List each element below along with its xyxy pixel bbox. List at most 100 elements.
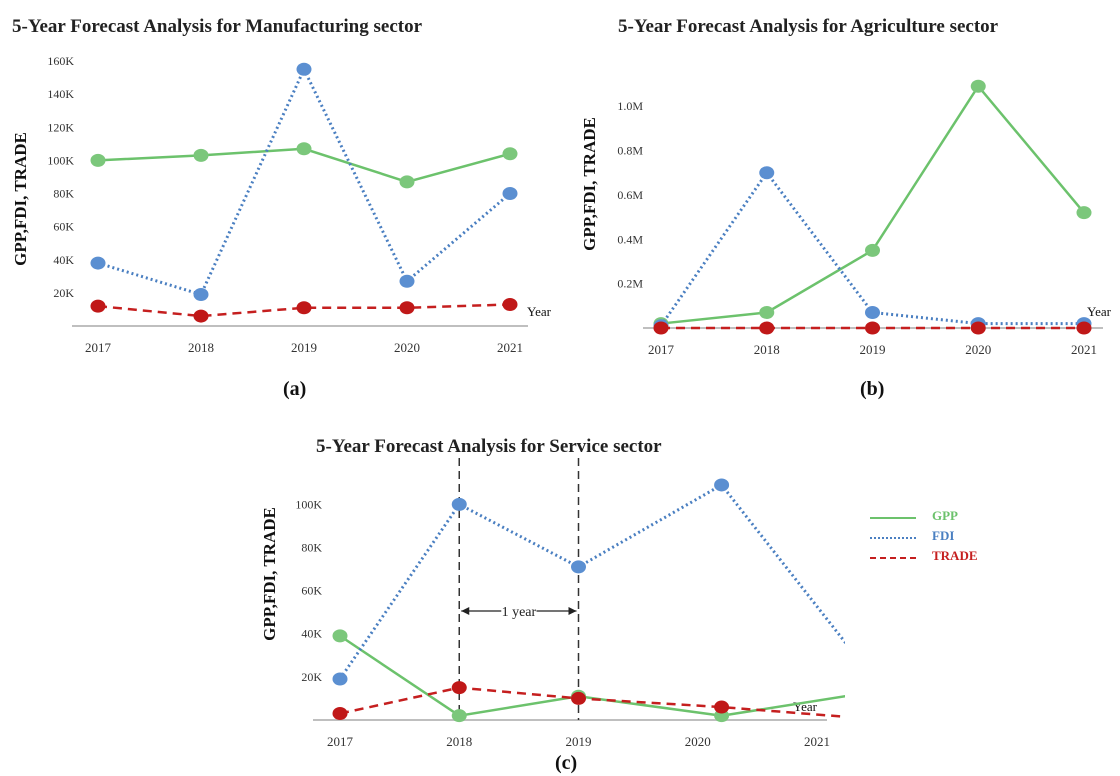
chart-c-series-gpp-point — [332, 629, 348, 643]
chart-b-series-gpp-point — [759, 305, 775, 319]
chart-b-series-fdi-point — [865, 305, 880, 319]
chart-c-series-trade-point — [451, 681, 467, 695]
chart-a-series-gpp-point — [296, 142, 312, 156]
chart-b-y-tick-label: 0.8M — [617, 144, 643, 158]
chart-c-x-tick-label: 2019 — [566, 734, 592, 749]
chart-c-y-tick-label: 100K — [295, 497, 322, 511]
chart-c-y-tick-label: 60K — [301, 584, 322, 598]
chart-a-y-tick-label: 160K — [47, 54, 74, 68]
chart-a-x-tick-label: 2020 — [394, 340, 420, 355]
chart-b-series-trade-point — [653, 321, 669, 335]
chart-a-y-tick-label: 60K — [53, 220, 74, 234]
chart-c-y-axis-title: GPP,FDI, TRADE — [260, 507, 279, 641]
chart-b-y-tick-label: 1.0M — [617, 99, 643, 113]
chart-c-series-fdi-point — [714, 478, 730, 492]
chart-a-y-axis-title: GPP,FDI, TRADE — [11, 132, 30, 266]
legend-item-fdi: FDI — [870, 528, 1010, 546]
chart-a-series-trade-point — [296, 301, 312, 315]
chart-b-x-tick-label: 2017 — [648, 342, 675, 357]
chart-b-series-gpp-point — [865, 243, 880, 257]
chart-b-series-trade-point — [759, 321, 775, 335]
chart-c-x-tick-label: 2017 — [327, 734, 354, 749]
legend-item-trade: TRADE — [870, 548, 1010, 566]
chart-a-y-tick-label: 120K — [47, 120, 74, 134]
chart-a-x-tick-label: 2019 — [291, 340, 317, 355]
chart-b-x-tick-label: 2018 — [754, 342, 780, 357]
chart-c-series-trade-line — [339, 686, 845, 719]
chart-a-title: 5-Year Forecast Analysis for Manufacturi… — [12, 16, 423, 37]
chart-c-series-gpp-point — [451, 709, 467, 723]
chart-a-x-tick-label: 2017 — [85, 340, 112, 355]
chart-a-y-tick-label: 20K — [53, 286, 74, 300]
chart-a-series-gpp-point — [193, 148, 209, 162]
legend-label-fdi: FDI — [932, 528, 955, 543]
legend-label-trade: TRADE — [932, 548, 978, 563]
chart-c-interval-label: 1 year — [502, 605, 537, 620]
chart-a-series-trade-point — [90, 299, 106, 313]
chart-b-series-trade-point — [970, 321, 986, 335]
chart-a-series-fdi-point — [399, 274, 415, 288]
chart-a-y-tick-label: 100K — [47, 153, 74, 167]
chart-a-series-gpp-point — [399, 175, 415, 189]
legend-swatch-fdi — [870, 537, 916, 539]
chart-a-series-fdi-point — [502, 187, 518, 200]
chart-c-arrowhead-right — [568, 607, 577, 615]
chart-c-series-fdi-line — [338, 482, 845, 680]
chart-c-y-tick-label: 40K — [301, 627, 322, 641]
chart-c-x-tick-label: 2021 — [804, 734, 830, 749]
chart-a-plot: 20K 40K 60K 80K 100K 120K 140K 160K 2017 2018 2019… — [11, 54, 552, 355]
chart-a-x-tick-label: 2018 — [188, 340, 214, 355]
chart-a-series-fdi-line — [97, 65, 511, 297]
chart-a-y-tick-label: 140K — [47, 87, 74, 101]
chart-c-series-trade-point — [571, 691, 586, 705]
chart-b-x-tick-label: 2019 — [860, 342, 886, 357]
chart-a-series-trade-point — [399, 301, 415, 315]
chart-a-series-gpp-point — [502, 147, 518, 161]
chart-a-series-trade-point — [502, 297, 518, 311]
chart-c-title: 5-Year Forecast Analysis for Service sec… — [316, 436, 662, 457]
legend-item-gpp: GPP — [870, 508, 1010, 526]
chart-c-y-tick-label: 20K — [301, 670, 322, 684]
legend-swatch-trade — [870, 557, 916, 559]
chart-b-plot: 0.2M 0.4M 0.6M 0.8M 1.0M 2017 2018 2019 2020 2021… — [580, 79, 1112, 357]
chart-b-series-gpp-line — [660, 84, 1085, 325]
chart-c-x-tick-label: 2018 — [446, 734, 472, 749]
chart-a-y-tick-label: 40K — [53, 253, 74, 267]
chart-c-arrowhead-left — [461, 607, 470, 615]
chart-b-x-axis-title: Year — [1087, 304, 1112, 319]
chart-b-y-tick-label: 0.6M — [617, 188, 643, 202]
chart-b-y-tick-label: 0.2M — [617, 277, 643, 291]
chart-c-y-tick-label: 80K — [301, 540, 322, 554]
chart-c-series-fdi-point — [332, 672, 348, 686]
chart-b-x-tick-label: 2020 — [965, 342, 991, 357]
chart-b-series-trade-point — [1076, 321, 1092, 335]
chart-a-x-tick-label: 2021 — [497, 340, 523, 355]
legend-label-gpp: GPP — [932, 508, 958, 523]
chart-a-series-gpp-point — [90, 153, 106, 167]
chart-a-x-axis-title: Year — [527, 304, 552, 319]
chart-a-series-fdi-point — [193, 288, 209, 302]
chart-a-caption: (a) — [283, 378, 307, 400]
chart-c-series-fdi-point — [571, 560, 586, 574]
chart-a-series-fdi-point — [90, 256, 106, 270]
chart-b-series-fdi-point — [759, 166, 775, 180]
chart-a-series-fdi-point — [296, 62, 312, 76]
chart-a-series-trade-line — [97, 303, 511, 318]
chart-b-series-gpp-point — [1076, 206, 1092, 220]
chart-a-series-trade-point — [193, 309, 209, 323]
chart-c-caption: (c) — [555, 752, 578, 774]
chart-c-series-fdi-point — [451, 497, 467, 511]
chart-b-title: 5-Year Forecast Analysis for Agriculture… — [618, 16, 999, 37]
chart-b-x-tick-label: 2021 — [1071, 342, 1097, 357]
chart-b-y-tick-label: 0.4M — [617, 232, 643, 246]
chart-c-plot: 20K 40K 60K 80K 100K 2017 2018 2019 2020 2021 GPP,… — [260, 458, 845, 749]
chart-c-series-trade-point — [714, 700, 730, 714]
chart-c-series-trade-point — [332, 707, 348, 721]
chart-b-y-axis-title: GPP,FDI, TRADE — [580, 117, 599, 251]
chart-legend: GPP FDI TRADE — [870, 508, 1010, 570]
legend-swatch-gpp — [870, 517, 916, 519]
chart-b-series-trade-point — [865, 321, 880, 335]
chart-b-series-gpp-point — [970, 79, 986, 93]
chart-a-y-tick-label: 80K — [53, 187, 74, 201]
chart-c-x-tick-label: 2020 — [685, 734, 711, 749]
